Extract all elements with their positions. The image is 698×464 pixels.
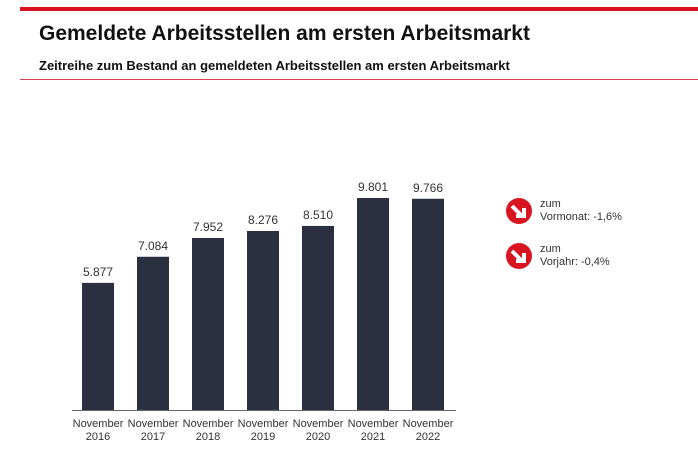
divider <box>20 79 698 80</box>
top-accent-bar <box>20 7 698 11</box>
x-tick-label: 2016 <box>86 431 110 443</box>
bar <box>412 198 444 410</box>
page-title: Gemeldete Arbeitsstellen am ersten Arbei… <box>39 22 530 45</box>
x-tick-label: 2019 <box>251 431 275 443</box>
bar <box>82 282 114 410</box>
x-tick-label: 2021 <box>361 431 385 443</box>
indicator-vormonat: zum Vormonat: -1,6% <box>505 197 622 225</box>
bar <box>192 237 224 410</box>
x-tick-label: November <box>73 418 124 430</box>
x-tick-label: November <box>293 418 344 430</box>
bar <box>137 256 169 410</box>
indicator-line1: zum <box>540 243 561 255</box>
x-tick-label: November <box>238 418 289 430</box>
down-arrow-icon <box>506 243 532 269</box>
data-label: 9.766 <box>413 181 443 195</box>
down-arrow-icon <box>506 198 532 224</box>
data-label: 8.276 <box>248 213 278 227</box>
indicator-line1: zum <box>540 198 561 210</box>
x-tick-label: 2018 <box>196 431 220 443</box>
x-tick-label: November <box>183 418 234 430</box>
indicator-vorjahr: zum Vorjahr: -0,4% <box>505 242 610 270</box>
indicator-line2: Vorjahr: -0,4% <box>540 256 610 268</box>
data-label: 7.084 <box>138 239 168 253</box>
bar <box>247 230 279 410</box>
x-tick-label: 2022 <box>416 431 440 443</box>
data-label: 9.801 <box>358 180 388 194</box>
page-subtitle: Zeitreihe zum Bestand an gemeldeten Arbe… <box>39 58 510 73</box>
data-label: 7.952 <box>193 220 223 234</box>
x-tick-label: November <box>403 418 454 430</box>
bar <box>357 198 389 410</box>
data-label: 5.877 <box>83 265 113 279</box>
x-tick-label: November <box>128 418 179 430</box>
x-tick-label: 2017 <box>141 431 165 443</box>
bar <box>302 225 334 410</box>
data-label: 8.510 <box>303 208 333 222</box>
x-tick-label: November <box>348 418 399 430</box>
indicator-line2: Vormonat: -1,6% <box>540 211 622 223</box>
x-tick-label: 2020 <box>306 431 330 443</box>
